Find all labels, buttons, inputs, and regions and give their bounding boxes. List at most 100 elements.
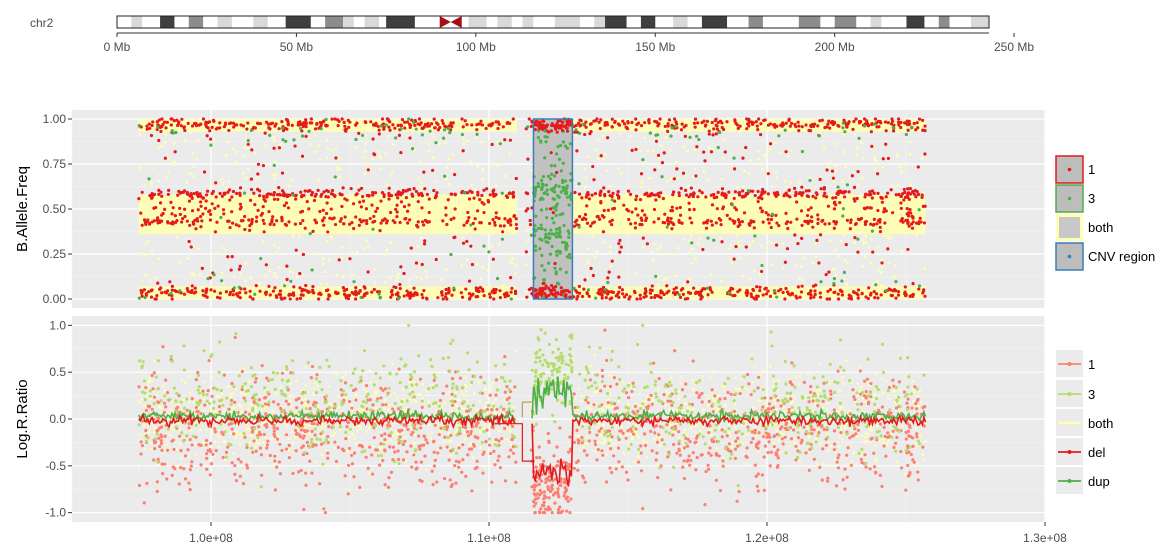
ideogram-band: [673, 16, 687, 28]
lrr-point-1: [656, 441, 659, 444]
baf-point-both: [220, 247, 223, 250]
baf-point-1: [761, 209, 764, 212]
lrr-point-1: [573, 467, 576, 470]
lrr-point-both: [729, 434, 732, 437]
baf-point-1: [153, 193, 156, 196]
baf-point-both: [688, 278, 691, 281]
baf-point-1: [322, 224, 325, 227]
y-axis-title: Log.R.Ratio: [14, 379, 31, 458]
lrr-point-both: [627, 403, 630, 406]
lrr-point-1: [497, 439, 500, 442]
baf-point-both: [275, 290, 278, 293]
baf-point-cnv: [540, 179, 543, 182]
baf-point-both: [629, 135, 632, 138]
baf-point-both: [731, 210, 734, 213]
baf-point-3: [706, 236, 709, 239]
lrr-point-both: [888, 398, 891, 401]
baf-point-1: [591, 165, 594, 168]
baf-point-1: [372, 215, 375, 218]
lrr-point-both: [262, 441, 265, 444]
baf-point-1: [218, 126, 221, 129]
baf-point-1: [435, 194, 438, 197]
baf-point-1: [388, 129, 391, 132]
baf-point-1: [304, 118, 307, 121]
baf-point-both: [677, 177, 680, 180]
baf-point-both: [609, 246, 612, 249]
baf-point-1: [607, 209, 610, 212]
baf-point-1: [271, 215, 274, 218]
baf-point-both: [687, 185, 690, 188]
baf-point-1: [206, 190, 209, 193]
baf-point-1: [662, 293, 665, 296]
lrr-point-both: [873, 393, 876, 396]
baf-point-1: [207, 126, 210, 129]
baf-point-both: [877, 246, 880, 249]
baf-point-both: [647, 150, 650, 153]
baf-point-1: [621, 288, 624, 291]
baf-point-1: [694, 174, 697, 177]
lrr-y-tick-label: 1.0: [49, 318, 66, 332]
baf-point-1: [171, 289, 174, 292]
baf-point-both: [578, 282, 581, 285]
lrr-point-both: [243, 367, 246, 370]
baf-point-cnv: [540, 127, 543, 130]
baf-point-both: [611, 214, 614, 217]
lrr-point-both: [607, 404, 610, 407]
lrr-point-both: [751, 381, 754, 384]
baf-point-both: [844, 165, 847, 168]
baf-point-1: [651, 289, 654, 292]
baf-point-1: [358, 201, 361, 204]
lrr-point-both: [508, 428, 511, 431]
baf-point-1: [737, 225, 740, 228]
lrr-point-both: [774, 401, 777, 404]
baf-point-cnv: [541, 186, 544, 189]
baf-point-3: [501, 192, 504, 195]
lrr-point-both: [815, 438, 818, 441]
lrr-point-both: [765, 402, 768, 405]
baf-point-1: [649, 292, 652, 295]
lrr-point-both: [741, 378, 744, 381]
baf-point-1: [238, 268, 241, 271]
baf-point-1: [885, 129, 888, 132]
baf-point-both: [640, 185, 643, 188]
baf-point-1: [617, 122, 620, 125]
lrr-point-both: [148, 379, 151, 382]
baf-point-1: [797, 285, 800, 288]
baf-point-1: [191, 197, 194, 200]
baf-point-1: [509, 276, 512, 279]
baf-point-1: [212, 119, 215, 122]
baf-point-both: [749, 159, 752, 162]
baf-point-1: [766, 218, 769, 221]
baf-point-1: [821, 119, 824, 122]
lrr-point-both: [868, 428, 871, 431]
baf-point-both: [619, 132, 622, 135]
baf-point-both: [656, 248, 659, 251]
lrr-point-both: [307, 405, 310, 408]
baf-point-both: [274, 173, 277, 176]
baf-point-1: [599, 127, 602, 130]
baf-point-1: [435, 121, 438, 124]
baf-point-1: [665, 284, 668, 287]
baf-point-both: [341, 246, 344, 249]
lrr-point-both: [251, 403, 254, 406]
baf-point-both: [499, 207, 502, 210]
baf-point-1: [764, 211, 767, 214]
baf-point-both: [384, 281, 387, 284]
baf-point-1: [392, 219, 395, 222]
baf-point-both: [694, 149, 697, 152]
baf-point-cnv: [562, 290, 565, 293]
lrr-point-1: [466, 430, 469, 433]
baf-point-1: [404, 217, 407, 220]
baf-point-1: [269, 293, 272, 296]
baf-point-1: [828, 222, 831, 225]
baf-point-1: [873, 218, 876, 221]
baf-point-1: [786, 290, 789, 293]
baf-point-both: [591, 235, 594, 238]
baf-point-1: [179, 192, 182, 195]
baf-point-1: [843, 195, 846, 198]
baf-point-1: [306, 200, 309, 203]
baf-point-3: [361, 134, 364, 137]
baf-point-1: [785, 222, 788, 225]
baf-point-1: [475, 128, 478, 131]
lrr-point-both: [638, 436, 641, 439]
